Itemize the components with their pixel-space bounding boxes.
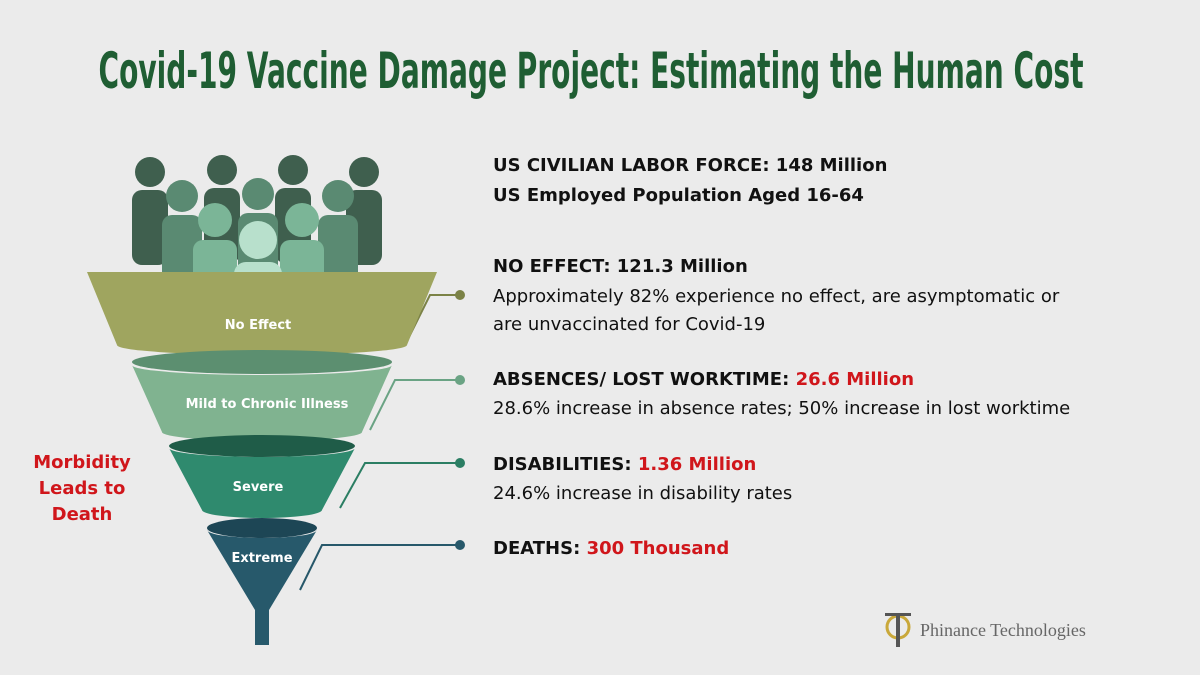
stage-label: Extreme xyxy=(231,551,292,566)
detail-text: Approximately 82% experience no effect, … xyxy=(493,286,1060,307)
detail-heading: DISABILITIES: 1.36 Million xyxy=(493,454,756,475)
stage-label: Severe xyxy=(233,480,284,495)
detail-text: 28.6% increase in absence rates; 50% inc… xyxy=(493,398,1071,419)
dot xyxy=(455,458,465,468)
side-note-line: Leads to xyxy=(38,478,126,499)
side-note: Morbidity Leads to Death xyxy=(22,450,142,528)
detail-heading: DEATHS: 300 Thousand xyxy=(493,538,729,559)
dot xyxy=(455,375,465,385)
detail-text: are unvaccinated for Covid-19 xyxy=(493,314,766,335)
funnel xyxy=(87,272,437,645)
logo-icon xyxy=(885,613,911,647)
title: Covid-19 Vaccine Damage Project: Estimat… xyxy=(99,42,1084,100)
detail-value: 26.6 Million xyxy=(795,369,915,390)
logo-text: Phinance Technologies xyxy=(920,620,1086,640)
dot xyxy=(455,540,465,550)
detail-heading: NO EFFECT: 121.3 Million xyxy=(493,256,748,277)
detail-label: ABSENCES/ LOST WORKTIME: xyxy=(493,369,790,390)
detail-value: 1.36 Million xyxy=(637,454,757,475)
detail-label: DISABILITIES: xyxy=(493,454,632,475)
detail-text: 24.6% increase in disability rates xyxy=(493,483,793,504)
dot xyxy=(455,290,465,300)
overview-subheading: US Employed Population Aged 16-64 xyxy=(493,185,864,206)
side-note-line: Death xyxy=(51,504,113,525)
detail-value: 300 Thousand xyxy=(586,538,730,559)
overview-heading: US CIVILIAN LABOR FORCE: 148 Million xyxy=(493,155,888,176)
stage-label: No Effect xyxy=(225,318,292,333)
stage-label: Mild to Chronic Illness xyxy=(186,397,349,412)
detail-heading: ABSENCES/ LOST WORKTIME: 26.6 Million xyxy=(493,369,914,390)
detail-label: DEATHS: xyxy=(493,538,581,559)
side-note-line: Morbidity xyxy=(33,452,131,473)
